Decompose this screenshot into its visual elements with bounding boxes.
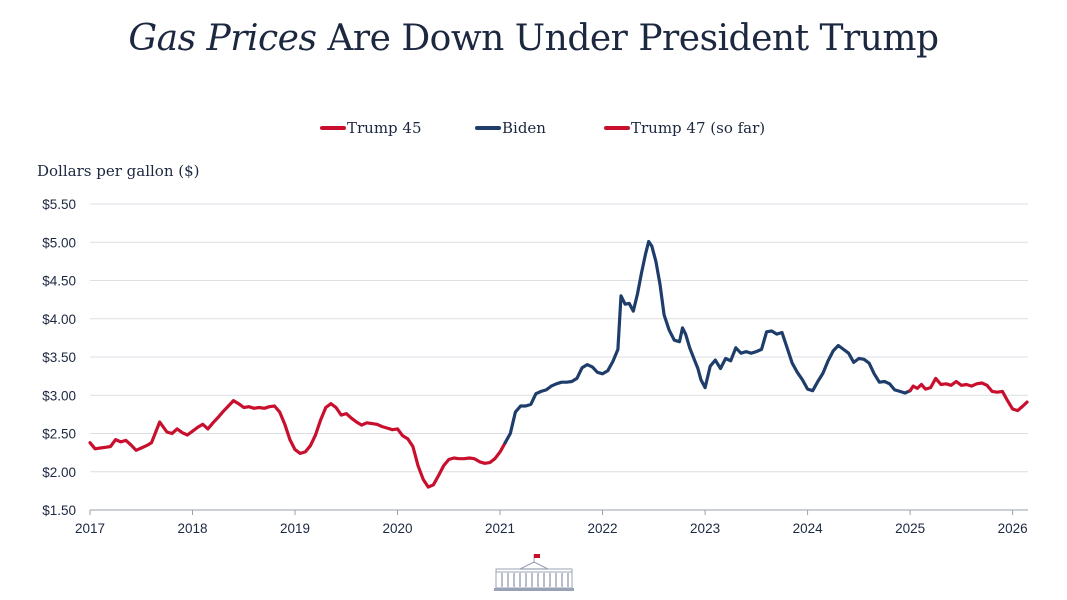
x-tick-label: 2022 [588,521,618,536]
y-tick-label: $4.00 [42,312,76,327]
series-line-3 [908,376,1029,413]
y-tick-label: $4.50 [42,274,76,289]
series-line-1 [88,399,507,489]
x-axis-ticks: 2017 2018 2019 2020 2021 2022 2023 2024 2025 2026 [75,510,1028,536]
x-tick-label: 2020 [383,521,413,536]
legend-label-2: Biden [502,119,546,137]
x-tick-label: 2017 [75,521,105,536]
legend: Trump 45 Biden Trump 47 (so far) [320,119,765,137]
grid-lines [90,203,1028,511]
legend-label-3: Trump 47 (so far) [631,119,765,137]
x-tick-label: 2019 [280,521,310,536]
y-tick-label: $1.50 [42,503,76,518]
series-line-2 [503,239,912,445]
x-tick-label: 2026 [998,521,1028,536]
x-tick-label: 2018 [177,521,207,536]
x-tick-label: 2021 [485,521,515,536]
chart-title: Gas Prices Are Down Under President Trum… [0,18,1067,59]
y-tick-label: $5.00 [42,235,76,250]
x-tick-label: 2024 [793,521,824,536]
y-tick-label: $5.50 [42,197,76,212]
x-tick-label: 2023 [690,521,720,536]
white-house-logo [494,554,574,591]
series-lines [88,239,1029,489]
legend-label-1: Trump 45 [347,119,422,137]
y-axis-label: Dollars per gallon ($) [37,162,200,180]
y-axis-ticks: $1.50 $2.00 $2.50 $3.00 $3.50 $4.00 $4.50 $5.00… [42,197,76,518]
chart-title-rest: Are Down Under President Trump [316,18,939,59]
y-tick-label: $2.50 [42,427,76,442]
y-tick-label: $3.50 [42,350,76,365]
y-tick-label: $2.00 [42,465,76,480]
chart-title-italic: Gas Prices [128,18,317,59]
y-tick-label: $3.00 [42,388,76,403]
x-tick-label: 2025 [895,521,925,536]
